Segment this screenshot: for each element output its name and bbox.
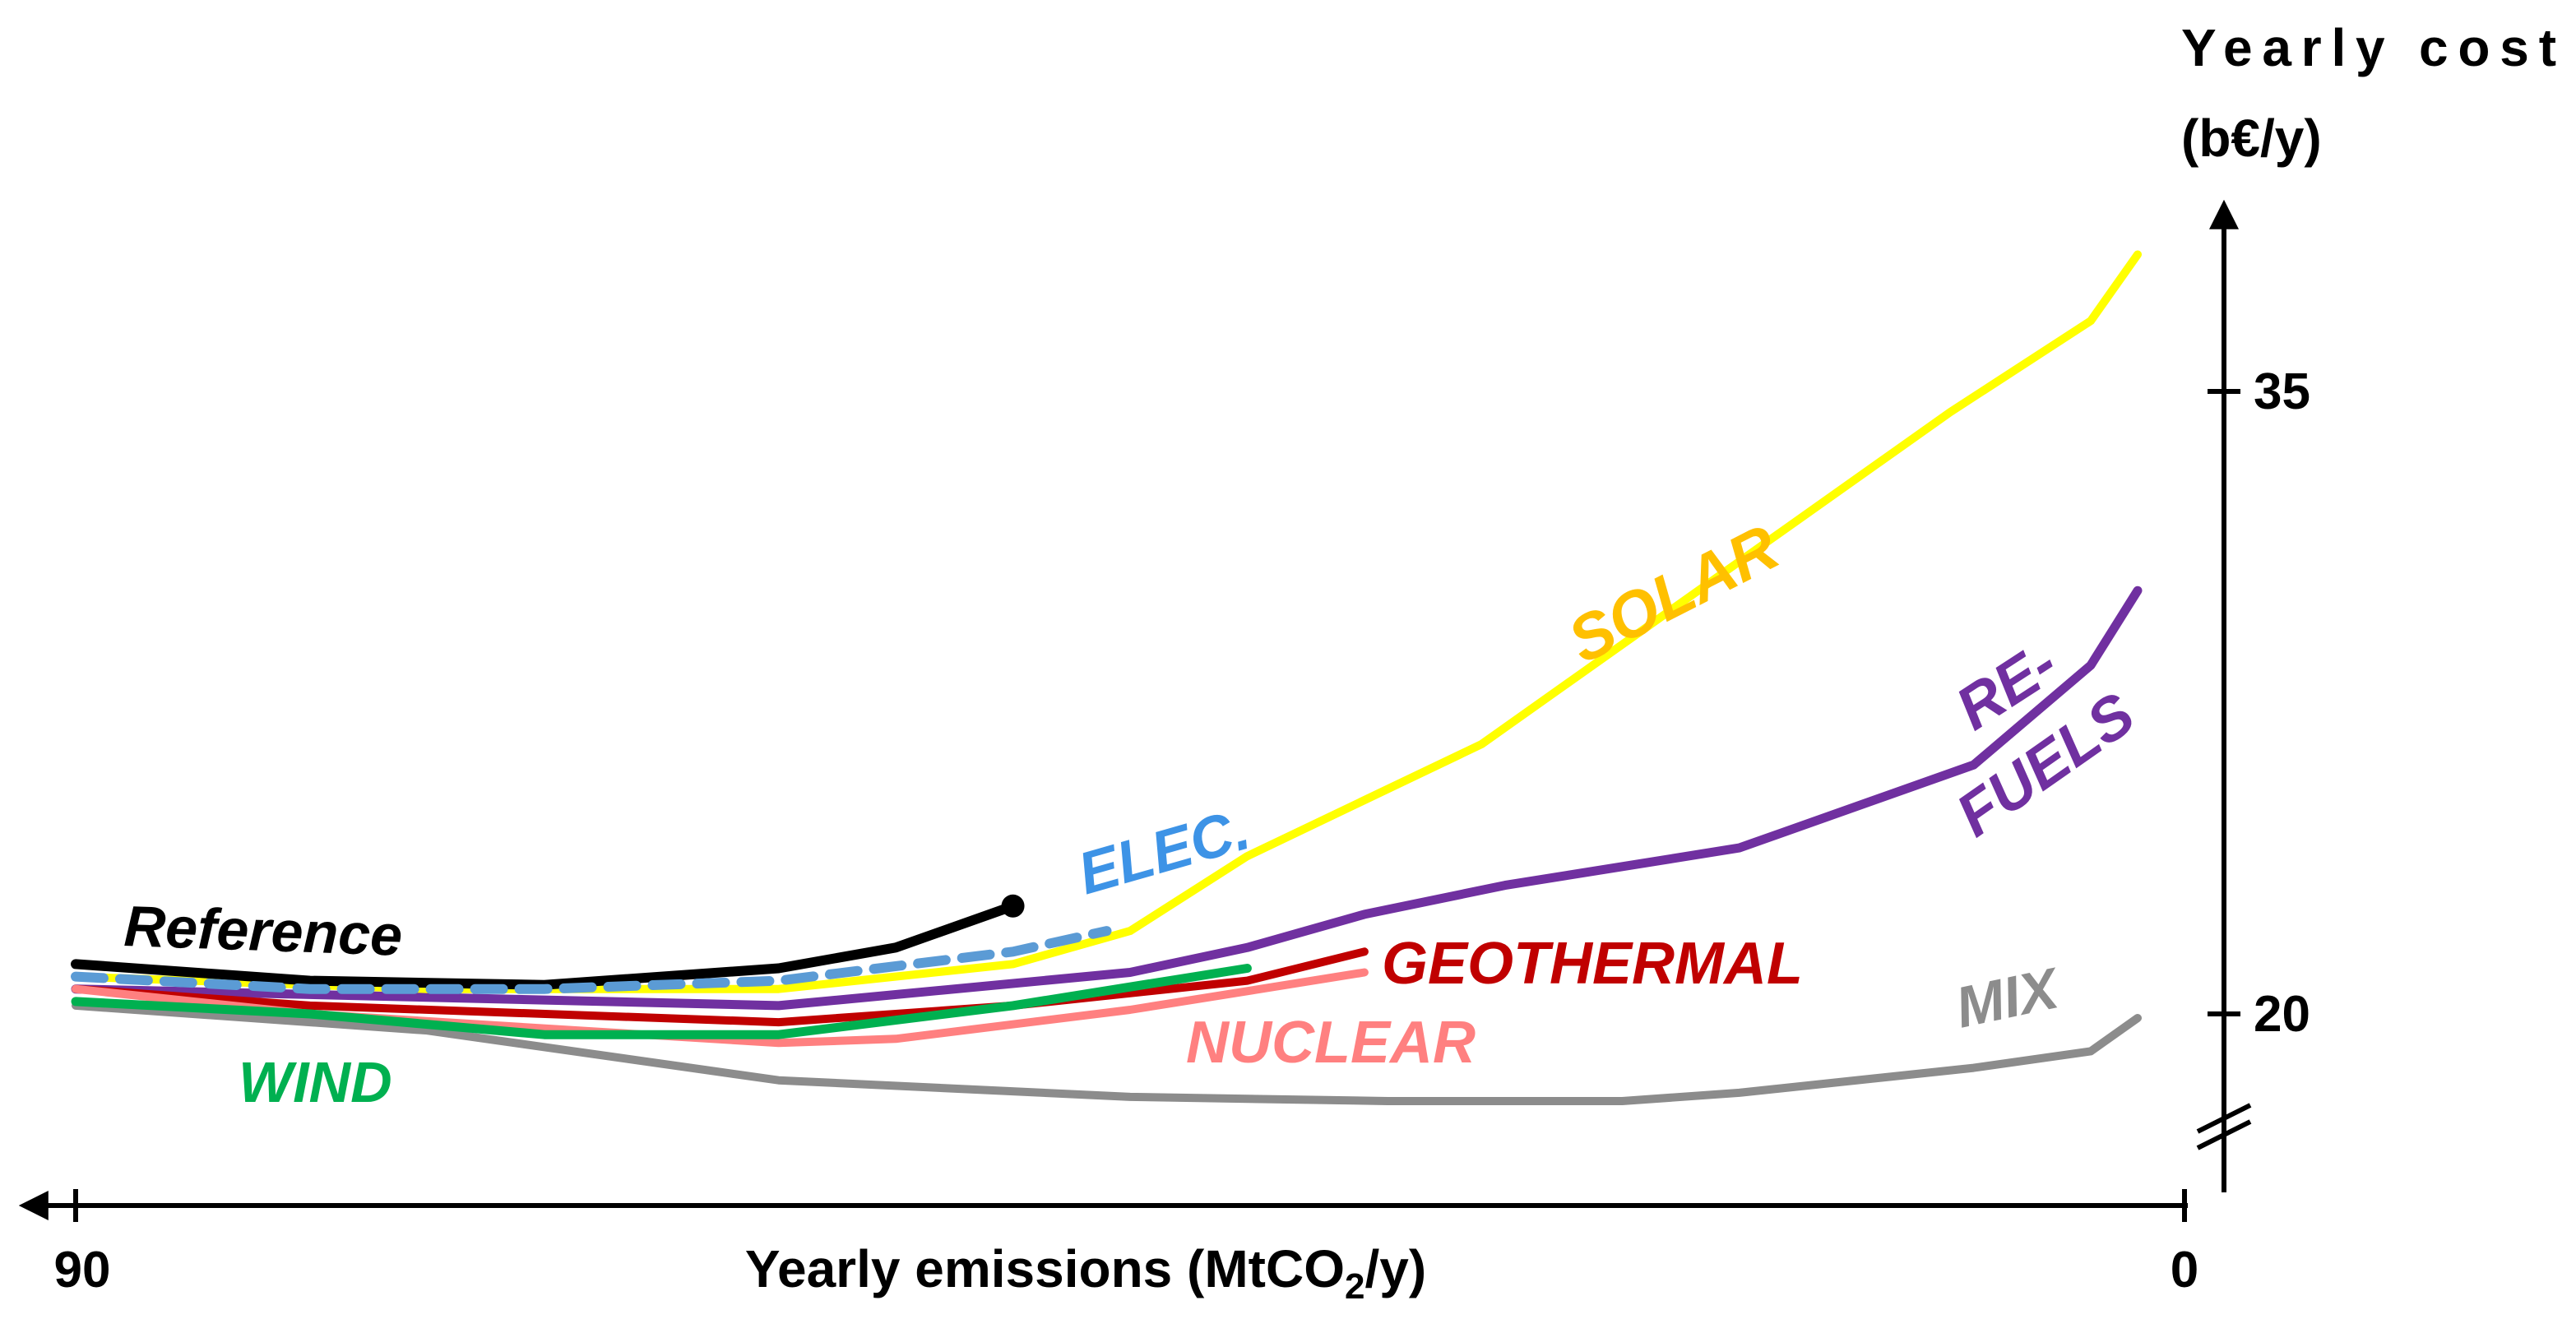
series-line-wind — [71, 964, 1252, 1039]
series-line-geothermal — [72, 947, 1369, 1027]
x-axis-label-subscript: 2 — [1345, 1266, 1364, 1307]
series-end-reference — [1001, 894, 1025, 918]
y-axis-label-line1: Yearly cost — [2181, 18, 2556, 77]
label-wind: WIND — [239, 1050, 392, 1114]
y-axis-break — [2196, 1103, 2252, 1150]
series-line-elec — [71, 926, 1112, 994]
label-mix: MIX — [1950, 956, 2067, 1040]
label-reference: Reference — [123, 894, 403, 968]
series-line-mix — [72, 1001, 2142, 1105]
label-elec: ELEC. — [1071, 796, 1257, 907]
series-line-re-fuels — [71, 585, 2143, 1011]
series-line-reference — [71, 900, 1018, 990]
y-tick-label-35: 35 — [2254, 363, 2310, 420]
series-layer — [71, 250, 2143, 1105]
y-axis-label-line2: (b€/y) — [2181, 109, 2322, 168]
y-tick-label-20: 20 — [2254, 986, 2310, 1043]
x-tick-label-90: 90 — [54, 1242, 111, 1298]
label-solar: SOLAR — [1557, 511, 1790, 677]
x-axis-label-end: /y) — [1364, 1239, 1426, 1298]
x-tick-label-0: 0 — [2171, 1242, 2198, 1298]
x-axis-label: Yearly emissions (MtCO2/y) — [745, 1239, 1426, 1307]
label-geothermal: GEOTHERMAL — [1382, 931, 1803, 997]
label-nuclear: NUCLEAR — [1186, 1010, 1476, 1076]
